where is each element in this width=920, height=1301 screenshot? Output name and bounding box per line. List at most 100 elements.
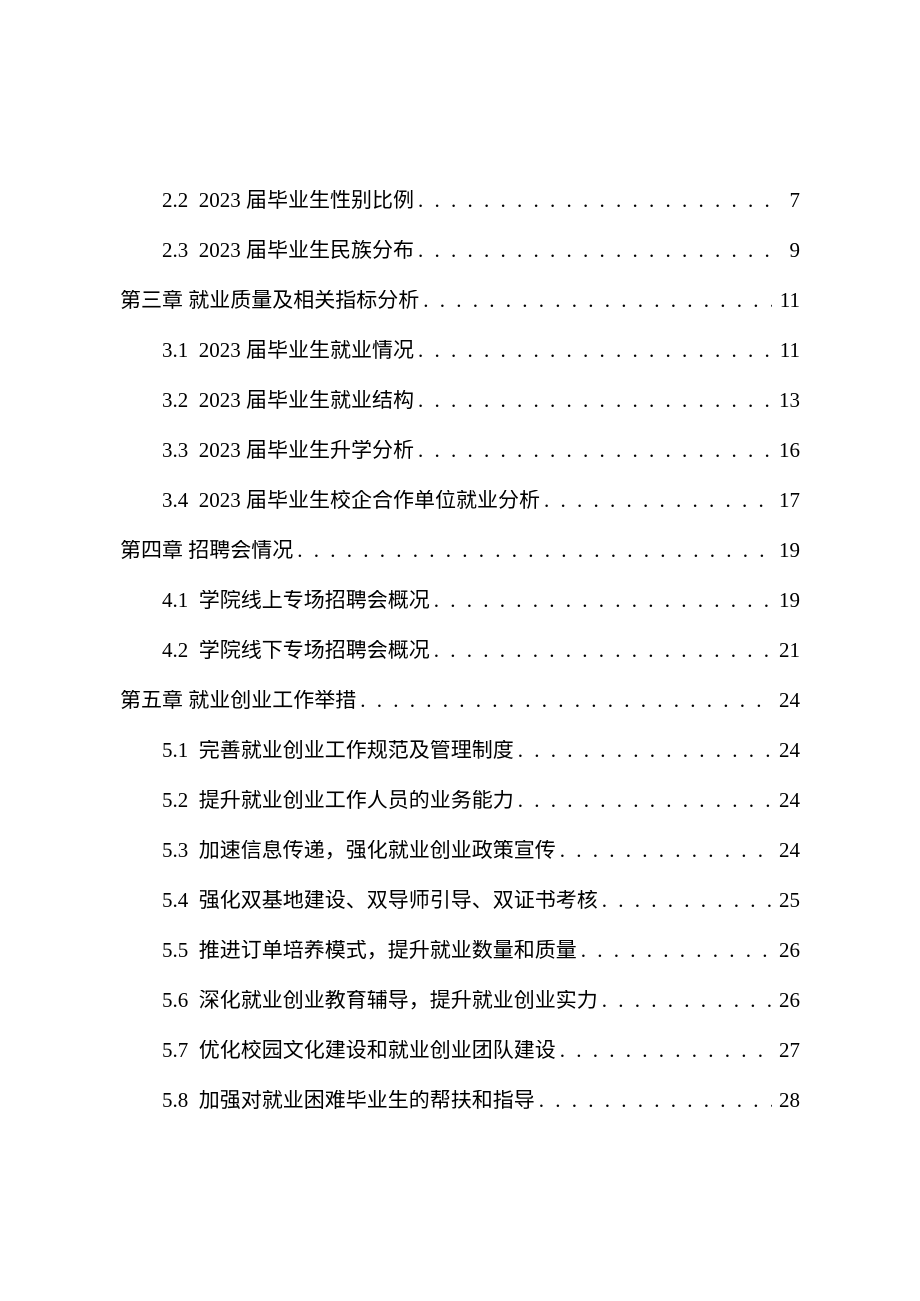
toc-entry-text: 优化校园文化建设和就业创业团队建设 <box>199 1040 556 1061</box>
toc-dot-leader <box>598 890 772 911</box>
toc-entry-title: 5.3 加速信息传递，强化就业创业政策宣传 <box>162 840 556 861</box>
toc-dot-leader <box>293 540 772 561</box>
toc-entry-page: 27 <box>772 1040 800 1061</box>
toc-entry-page: 26 <box>772 940 800 961</box>
toc-entry-number: 5.8 <box>162 1090 188 1111</box>
toc-entry: 5.2提升就业创业工作人员的业务能力 24 <box>120 790 800 811</box>
toc-entry-number: 3.2 <box>162 390 188 411</box>
toc-entry: 4.2学院线下专场招聘会概况 21 <box>120 640 800 661</box>
toc-dot-leader <box>556 840 772 861</box>
toc-dot-leader <box>540 490 772 511</box>
toc-entry-text: 2023 届毕业生民族分布 <box>199 240 414 261</box>
toc-entry-number: 3.4 <box>162 490 188 511</box>
toc-dot-leader <box>414 240 772 261</box>
toc-entry: 2.2 2023 届毕业生性别比例 7 <box>120 190 800 211</box>
toc-entry-title: 第五章 就业创业工作举措 <box>120 690 356 711</box>
toc-entry-title: 2.32023 届毕业生民族分布 <box>162 240 414 261</box>
toc-entry-text: 推进订单培养模式，提升就业数量和质量 <box>199 940 577 961</box>
toc-entry-page: 21 <box>772 640 800 661</box>
toc-entry-text: 2023 届毕业生性别比例 <box>199 190 414 211</box>
toc-entry-page: 26 <box>772 990 800 1011</box>
toc-entry-title: 5.7优化校园文化建设和就业创业团队建设 <box>162 1040 556 1061</box>
toc-entry-title: 第四章 招聘会情况 <box>120 540 293 561</box>
toc-entry-title: 3.4 2023 届毕业生校企合作单位就业分析 <box>162 490 540 511</box>
toc-dot-leader <box>577 940 772 961</box>
toc-dot-leader <box>514 790 772 811</box>
toc-entry-text: 第三章 就业质量及相关指标分析 <box>120 290 419 311</box>
toc-entry: 5.8 加强对就业困难毕业生的帮扶和指导 28 <box>120 1090 800 1111</box>
toc-entry: 5.6 深化就业创业教育辅导，提升就业创业实力 26 <box>120 990 800 1011</box>
toc-dot-leader <box>556 1040 772 1061</box>
toc-entry-number: 4.1 <box>162 590 188 611</box>
toc-entry: 3.2 2023 届毕业生就业结构 13 <box>120 390 800 411</box>
toc-entry-page: 9 <box>772 240 800 261</box>
toc-entry-page: 17 <box>772 490 800 511</box>
toc-entry-page: 24 <box>772 740 800 761</box>
toc-entry-page: 16 <box>772 440 800 461</box>
toc-entry-text: 提升就业创业工作人员的业务能力 <box>199 790 514 811</box>
toc-entry-page: 24 <box>772 790 800 811</box>
toc-entry-title: 5.5 推进订单培养模式，提升就业数量和质量 <box>162 940 577 961</box>
toc-entry-page: 11 <box>772 290 800 311</box>
toc-entry-page: 19 <box>772 540 800 561</box>
toc-entry-text: 2023 届毕业生校企合作单位就业分析 <box>199 490 540 511</box>
toc-entry-number: 4.2 <box>162 640 188 661</box>
toc-entry: 4.1 学院线上专场招聘会概况 19 <box>120 590 800 611</box>
toc-entry-title: 5.2提升就业创业工作人员的业务能力 <box>162 790 514 811</box>
toc-entry-text: 加强对就业困难毕业生的帮扶和指导 <box>199 1090 535 1111</box>
toc-entry-page: 11 <box>772 340 800 361</box>
toc-entry-number: 5.4 <box>162 890 188 911</box>
toc-entry-page: 24 <box>772 690 800 711</box>
toc-entry: 5.5 推进订单培养模式，提升就业数量和质量 26 <box>120 940 800 961</box>
toc-dot-leader <box>356 690 772 711</box>
toc-entry: 3.12023 届毕业生就业情况 11 <box>120 340 800 361</box>
toc-dot-leader <box>514 740 772 761</box>
toc-entry-number: 3.3 <box>162 440 188 461</box>
toc-entry: 3.3 2023 届毕业生升学分析 16 <box>120 440 800 461</box>
toc-entry-text: 学院线上专场招聘会概况 <box>199 590 430 611</box>
toc-dot-leader <box>535 1090 772 1111</box>
toc-entry-title: 4.1 学院线上专场招聘会概况 <box>162 590 430 611</box>
toc-entry-title: 5.1 完善就业创业工作规范及管理制度 <box>162 740 514 761</box>
toc-entry-number: 5.6 <box>162 990 188 1011</box>
toc-entry-page: 19 <box>772 590 800 611</box>
toc-dot-leader <box>430 640 772 661</box>
toc-entry-title: 3.12023 届毕业生就业情况 <box>162 340 414 361</box>
toc-dot-leader <box>414 390 772 411</box>
toc-entry: 第五章 就业创业工作举措 24 <box>120 690 800 711</box>
toc-dot-leader <box>430 590 772 611</box>
toc-entry-title: 5.6 深化就业创业教育辅导，提升就业创业实力 <box>162 990 598 1011</box>
toc-dot-leader <box>414 340 772 361</box>
toc-entry: 3.4 2023 届毕业生校企合作单位就业分析 17 <box>120 490 800 511</box>
toc-entry-text: 完善就业创业工作规范及管理制度 <box>199 740 514 761</box>
toc-entry: 第三章 就业质量及相关指标分析 11 <box>120 290 800 311</box>
toc-entry-number: 5.5 <box>162 940 188 961</box>
toc-entry: 5.4 强化双基地建设、双导师引导、双证书考核 25 <box>120 890 800 911</box>
toc-entry-number: 3.1 <box>162 340 188 361</box>
toc-dot-leader <box>419 290 772 311</box>
toc-entry-number: 5.1 <box>162 740 188 761</box>
toc-dot-leader <box>414 190 772 211</box>
toc-entry-text: 加速信息传递，强化就业创业政策宣传 <box>199 840 556 861</box>
toc-entry: 5.1 完善就业创业工作规范及管理制度 24 <box>120 740 800 761</box>
toc-entry: 2.32023 届毕业生民族分布 9 <box>120 240 800 261</box>
table-of-contents: 2.2 2023 届毕业生性别比例 7 2.32023 届毕业生民族分布 9 第三章 就业… <box>120 190 800 1111</box>
toc-dot-leader <box>414 440 772 461</box>
toc-entry-title: 第三章 就业质量及相关指标分析 <box>120 290 419 311</box>
toc-entry-text: 第四章 招聘会情况 <box>120 540 293 561</box>
toc-entry-title: 5.4 强化双基地建设、双导师引导、双证书考核 <box>162 890 598 911</box>
toc-entry-text: 2023 届毕业生就业结构 <box>199 390 414 411</box>
toc-entry-text: 2023 届毕业生升学分析 <box>199 440 414 461</box>
toc-entry: 5.7优化校园文化建设和就业创业团队建设 27 <box>120 1040 800 1061</box>
toc-entry-text: 强化双基地建设、双导师引导、双证书考核 <box>199 890 598 911</box>
toc-entry-page: 7 <box>772 190 800 211</box>
toc-entry-page: 28 <box>772 1090 800 1111</box>
toc-entry-text: 深化就业创业教育辅导，提升就业创业实力 <box>199 990 598 1011</box>
toc-entry-title: 4.2学院线下专场招聘会概况 <box>162 640 430 661</box>
toc-entry-title: 2.2 2023 届毕业生性别比例 <box>162 190 414 211</box>
toc-dot-leader <box>598 990 772 1011</box>
toc-entry-number: 5.3 <box>162 840 188 861</box>
toc-entry-page: 25 <box>772 890 800 911</box>
toc-entry-number: 2.2 <box>162 190 188 211</box>
toc-entry-page: 13 <box>772 390 800 411</box>
